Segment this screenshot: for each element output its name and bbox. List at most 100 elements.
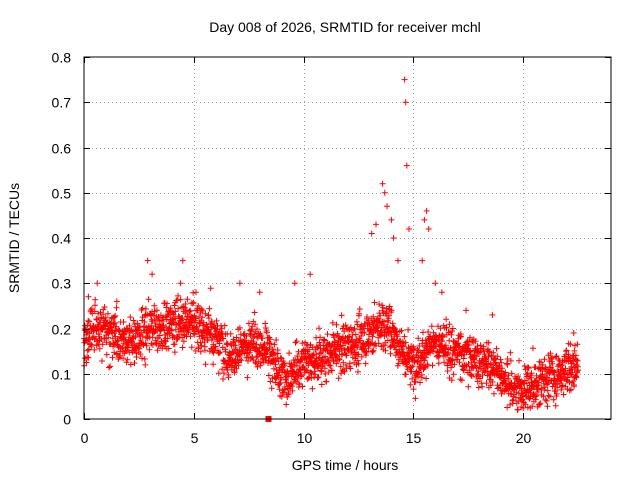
data-point xyxy=(494,353,501,360)
data-point xyxy=(251,340,257,347)
data-point xyxy=(384,337,391,344)
data-point xyxy=(377,312,384,319)
data-point xyxy=(515,373,522,380)
data-point xyxy=(563,347,570,354)
data-point xyxy=(435,353,442,360)
data-point xyxy=(171,341,178,348)
data-point xyxy=(218,325,225,332)
data-point xyxy=(328,367,335,374)
data-point xyxy=(477,349,484,356)
data-point xyxy=(502,369,509,376)
data-point xyxy=(104,310,111,317)
data-point xyxy=(142,340,149,347)
data-point xyxy=(222,348,229,355)
data-point xyxy=(376,301,383,308)
data-point xyxy=(207,330,214,337)
data-point xyxy=(231,369,238,376)
data-point xyxy=(199,307,206,314)
spike-point xyxy=(149,271,156,278)
data-point xyxy=(188,344,195,351)
data-point xyxy=(440,333,446,340)
data-point xyxy=(476,349,482,356)
data-point xyxy=(225,374,232,381)
data-point xyxy=(342,322,349,329)
data-point xyxy=(220,370,227,377)
data-point xyxy=(466,367,473,374)
data-point xyxy=(346,360,353,367)
spike-point xyxy=(432,280,439,287)
data-point xyxy=(143,342,150,349)
data-point xyxy=(205,326,212,333)
data-point xyxy=(316,339,323,346)
spike-point xyxy=(177,280,184,287)
data-point xyxy=(414,358,421,365)
data-point xyxy=(277,354,284,361)
data-point xyxy=(107,363,114,370)
data-point xyxy=(132,334,139,341)
data-point xyxy=(273,337,280,343)
data-point xyxy=(210,361,217,368)
data-point xyxy=(312,371,319,378)
data-point xyxy=(549,354,556,361)
data-point xyxy=(468,373,475,380)
data-point xyxy=(355,360,362,367)
data-point xyxy=(369,349,376,355)
data-point xyxy=(152,320,159,326)
data-point xyxy=(410,386,417,393)
data-point xyxy=(163,304,170,311)
data-point xyxy=(347,365,354,372)
axis-ticks xyxy=(84,57,611,420)
data-point xyxy=(407,381,414,388)
data-point xyxy=(495,365,502,372)
data-point xyxy=(293,338,300,345)
data-point xyxy=(298,372,305,379)
data-point xyxy=(519,392,526,399)
spike-point xyxy=(403,162,410,169)
data-point xyxy=(197,339,204,346)
data-point xyxy=(215,370,222,377)
spike-point xyxy=(570,330,577,336)
data-point xyxy=(448,364,455,371)
data-point xyxy=(211,347,218,354)
data-point xyxy=(528,370,535,377)
data-point xyxy=(253,354,260,361)
data-point xyxy=(268,385,275,392)
data-point xyxy=(391,325,398,332)
data-point xyxy=(474,370,481,377)
data-point xyxy=(259,335,266,342)
data-point xyxy=(542,396,549,403)
data-point xyxy=(295,372,302,379)
data-point xyxy=(369,348,376,355)
data-point xyxy=(545,392,552,399)
data-point xyxy=(378,327,385,334)
spike-point xyxy=(373,221,379,228)
data-point xyxy=(151,302,158,309)
data-point xyxy=(422,337,429,344)
data-point xyxy=(409,363,416,370)
data-point xyxy=(186,326,192,333)
data-point xyxy=(493,345,500,352)
data-point xyxy=(472,338,479,345)
data-point xyxy=(563,348,569,355)
data-point xyxy=(316,350,323,357)
spike-point xyxy=(401,76,408,83)
data-point xyxy=(367,326,374,333)
data-point xyxy=(207,285,214,292)
data-point xyxy=(490,349,497,356)
spike-point xyxy=(406,226,412,232)
data-point xyxy=(402,339,409,346)
data-point xyxy=(560,391,567,398)
data-point xyxy=(507,349,514,356)
x-tick-label: 5 xyxy=(191,430,199,446)
data-point xyxy=(84,322,91,329)
data-point xyxy=(518,385,525,392)
data-point xyxy=(351,325,358,332)
data-point xyxy=(386,303,393,310)
data-point xyxy=(574,341,581,348)
data-point xyxy=(307,369,314,376)
data-point xyxy=(297,367,304,374)
data-point xyxy=(170,311,177,318)
data-point xyxy=(460,355,467,362)
data-point xyxy=(470,339,477,346)
